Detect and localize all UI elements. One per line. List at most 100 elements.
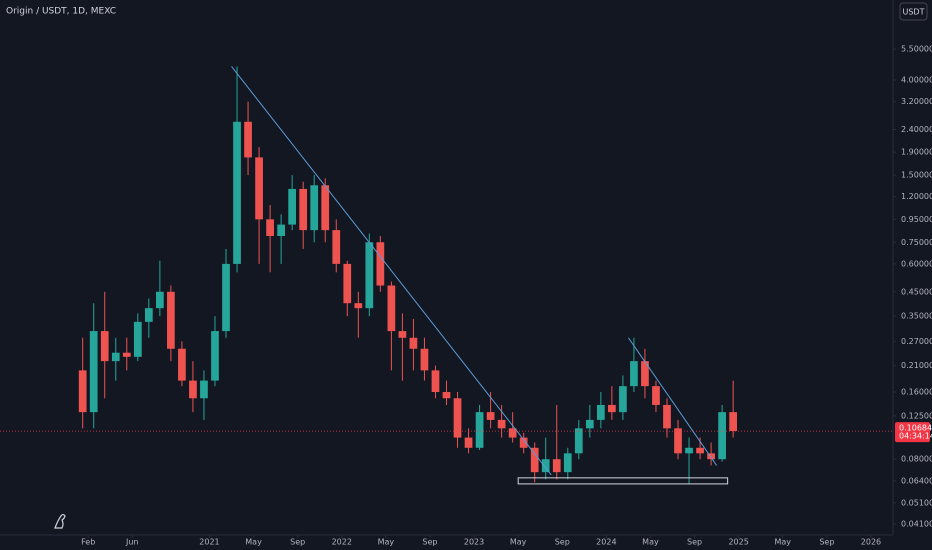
x-tick-label: May: [642, 538, 659, 547]
candle-body: [486, 412, 495, 420]
y-tick-label: 0.60000: [901, 259, 932, 268]
candle-body: [332, 230, 341, 264]
y-tick-label: 1.50000: [901, 171, 932, 180]
candle-body: [288, 188, 297, 225]
candle-body: [144, 308, 153, 322]
candle-body: [641, 361, 649, 387]
y-tick-label: 0.21000: [901, 361, 932, 370]
x-tick-label: May: [378, 538, 395, 547]
candle-body: [155, 291, 164, 309]
candle-body: [674, 428, 682, 454]
y-tick-label: 0.95000: [901, 215, 932, 224]
candle-body: [277, 224, 285, 237]
x-tick-label: Sep: [819, 538, 834, 547]
y-tick-label: 0.08000: [901, 455, 932, 464]
x-tick-label: May: [245, 538, 262, 547]
candle-body: [608, 404, 616, 413]
candle-body: [376, 242, 385, 286]
candle-body: [729, 412, 738, 432]
candle-body: [519, 437, 528, 448]
candle-body: [530, 447, 539, 473]
y-tick-label: 0.12500: [901, 411, 932, 420]
candle-body: [398, 331, 407, 338]
candle-body: [619, 386, 627, 413]
y-tick-label: 3.20000: [901, 97, 932, 106]
candle-body: [266, 219, 274, 237]
y-tick-label: 5.50000: [901, 45, 932, 54]
candle-body: [78, 370, 87, 413]
y-tick-label: 1.90000: [901, 148, 932, 157]
currency-button-label[interactable]: USDT: [903, 8, 925, 17]
candle-body: [585, 419, 594, 429]
y-tick-label: 0.35000: [901, 312, 932, 321]
y-tick-label: 0.04100: [901, 519, 932, 528]
candle-body: [696, 447, 704, 454]
x-tick-label: 2023: [464, 538, 484, 547]
candle-body: [630, 361, 638, 387]
candle-body: [178, 348, 186, 381]
candle-body: [508, 428, 517, 438]
x-tick-label: Sep: [422, 538, 437, 547]
candle-body: [189, 380, 197, 399]
candle-body: [475, 412, 484, 448]
candle-body: [200, 380, 208, 399]
candle-body: [541, 459, 550, 473]
candle-body: [167, 291, 175, 349]
candle-body: [453, 398, 462, 438]
x-tick-label: 2025: [728, 538, 748, 547]
currency-button[interactable]: [899, 2, 928, 21]
x-tick-label: Jun: [125, 538, 139, 547]
x-tick-label: 2021: [199, 538, 219, 547]
candle-body: [442, 392, 451, 399]
support-zone: [517, 477, 729, 485]
candle-body: [222, 263, 230, 332]
candle-body: [552, 459, 561, 473]
candle-body: [343, 263, 352, 304]
candle-body: [111, 352, 120, 362]
trendline: [627, 337, 718, 466]
candle-body: [387, 285, 396, 332]
x-tick-label: 2022: [332, 538, 352, 547]
candle-body: [409, 337, 418, 349]
y-tick-label: 0.06400: [901, 476, 932, 485]
candle-body: [354, 303, 363, 309]
y-tick-label: 1.20000: [901, 192, 932, 201]
x-tick-label: May: [510, 538, 527, 547]
last-price-box: [895, 422, 930, 443]
x-tick-label: 2026: [861, 538, 881, 547]
candle-body: [420, 348, 429, 371]
logo: [54, 513, 66, 529]
candle-body: [100, 331, 109, 362]
y-tick-label: 2.40000: [901, 125, 932, 134]
candle-body: [211, 331, 219, 381]
candle-body: [685, 447, 693, 454]
candle-body: [233, 121, 241, 264]
last-price-label: 0.10684: [899, 424, 932, 433]
x-tick-label: Sep: [687, 538, 702, 547]
candle-body: [299, 188, 308, 231]
y-tick-label: 0.16000: [901, 388, 932, 397]
candle-body: [563, 453, 572, 473]
x-tick-label: Sep: [290, 538, 305, 547]
y-tick-label: 0.45000: [901, 287, 932, 296]
candle-body: [574, 428, 583, 454]
x-tick-label: 2024: [596, 538, 616, 547]
candle-body: [652, 386, 660, 405]
candle-body: [255, 157, 263, 220]
candle-body: [596, 404, 605, 420]
y-tick-label: 0.27000: [901, 337, 932, 346]
candle-body: [707, 453, 715, 460]
trendline: [231, 66, 552, 476]
candle-body: [431, 370, 440, 393]
candle-body: [321, 185, 330, 231]
candle-body: [310, 185, 319, 231]
x-tick-label: May: [774, 538, 791, 547]
y-tick-label: 4.00000: [901, 75, 932, 84]
candle-body: [89, 331, 98, 413]
candle-body: [244, 121, 252, 158]
x-tick-label: Sep: [555, 538, 570, 547]
y-tick-label: 0.75000: [901, 238, 932, 247]
countdown-label: 04:34:14: [899, 432, 932, 441]
